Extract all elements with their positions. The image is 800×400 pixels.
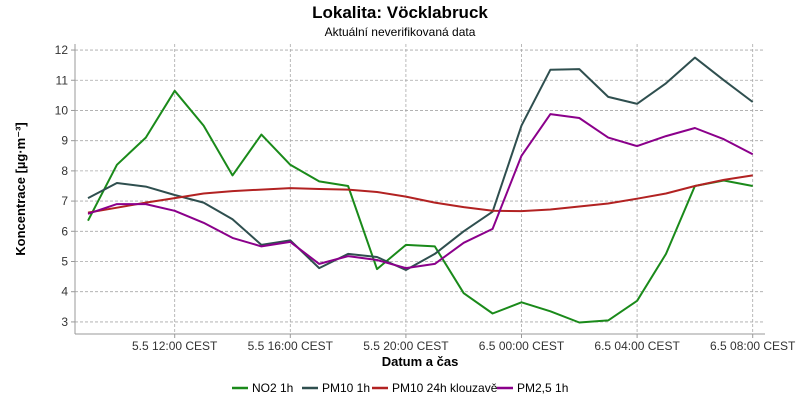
x-tick-label: 6.5 00:00 CEST [479,339,565,353]
y-axis-title: Koncentrace [µg·m⁻³] [13,122,28,256]
series-line-1 [87,89,753,324]
x-tick-label: 5.5 20:00 CEST [363,339,449,353]
x-tick-label: 6.5 08:00 CEST [710,339,796,353]
y-tick-label: 9 [61,134,68,148]
legend: NO2 1h PM10 1h PM10 24h klouzavě PM2,5 1h [232,381,568,395]
series-line-3 [87,174,753,214]
chart-title: Lokalita: Vöcklabruck [312,3,488,22]
y-tick-label: 5 [61,255,68,269]
x-tick-label: 5.5 16:00 CEST [248,339,334,353]
plot-area [75,44,765,334]
y-tick-label: 4 [61,285,68,299]
series-lines [87,56,754,324]
legend-label: PM10 24h klouzavě [392,381,498,395]
y-tick-label: 3 [61,315,68,329]
y-tick-label: 11 [56,73,69,87]
x-tick-label: 6.5 04:00 CEST [594,339,680,353]
series-line-4 [87,113,754,270]
x-tick-label: 5.5 12:00 CEST [132,339,218,353]
y-tick-label: 7 [61,194,68,208]
legend-label: PM2,5 1h [517,381,568,395]
legend-label: NO2 1h [252,381,293,395]
y-tick-label: 12 [55,43,69,57]
x-axis-ticks: 5.5 12:00 CEST 5.5 16:00 CEST 5.5 20:00 CE… [132,334,796,353]
legend-label: PM10 1h [322,381,370,395]
y-tick-label: 6 [61,224,68,238]
series-line-2 [87,56,754,271]
y-tick-label: 8 [61,164,68,178]
x-axis-title: Datum a čas [382,354,459,369]
y-tick-label: 10 [55,103,69,117]
y-axis-ticks: 3 4 5 6 7 8 9 10 11 12 [55,43,75,329]
chart-subtitle: Aktuální neverifikovaná data [325,25,476,39]
